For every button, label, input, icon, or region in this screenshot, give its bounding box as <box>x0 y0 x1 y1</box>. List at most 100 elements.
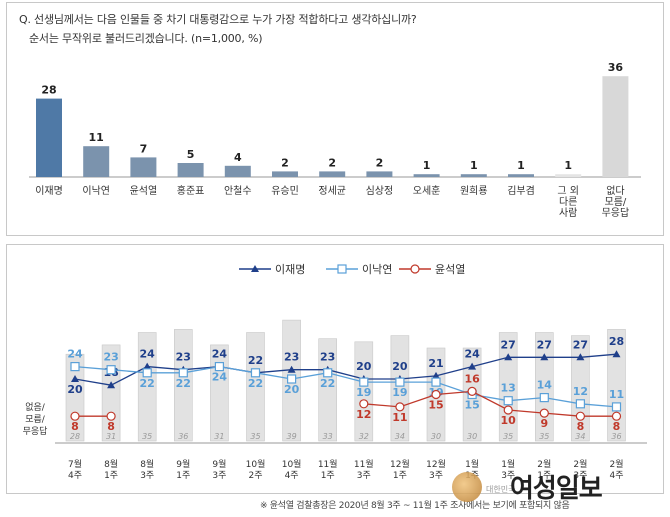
data-label: 22 <box>176 377 191 390</box>
legend-marker <box>251 265 259 272</box>
data-label: 23 <box>320 351 335 364</box>
series-line <box>74 353 617 386</box>
gray-bar-label: 30 <box>467 432 477 441</box>
watermark-logo: 대한민국 여성일보 <box>452 466 652 506</box>
bar <box>36 98 62 177</box>
data-label: 2 <box>328 156 336 169</box>
bar <box>83 146 110 177</box>
series-line <box>363 390 617 417</box>
data-point <box>576 353 585 361</box>
data-point <box>142 368 152 378</box>
gray-bar <box>571 335 590 442</box>
data-point <box>250 368 261 378</box>
category-label: 그 외 다른 사람 <box>557 185 579 219</box>
data-point <box>106 365 116 375</box>
data-point <box>431 377 441 387</box>
data-label: 20 <box>284 383 300 396</box>
data-point <box>432 371 440 379</box>
gray-bar-label: 33 <box>323 432 333 441</box>
bar <box>460 174 487 177</box>
x-tick-label: 2월 3주 <box>573 458 587 481</box>
data-point <box>70 361 80 372</box>
x-tick-label: 10월 2주 <box>246 458 266 481</box>
gray-bar <box>354 341 374 442</box>
x-tick-label: 12월 1주 <box>390 458 410 481</box>
data-label: 8 <box>577 420 585 433</box>
bar <box>272 171 298 177</box>
series-line <box>74 365 617 408</box>
category-label: 이재명 <box>35 185 63 197</box>
x-tick-label: 8월 3주 <box>140 458 154 481</box>
legend-marker <box>337 264 347 274</box>
x-tick-label: 11월 3주 <box>354 458 374 481</box>
category-label: 정세균 <box>318 185 346 197</box>
bar-chart-panel: Q. 선생님께서는 다음 인물들 중 차기 대통령감으로 누가 가장 적합하다고… <box>6 2 664 236</box>
gray-bar-label: 35 <box>539 432 549 441</box>
data-point <box>540 353 549 361</box>
data-point <box>395 377 405 387</box>
x-tick-label: 10월 4주 <box>282 458 302 481</box>
data-label: 10 <box>501 414 517 427</box>
gray-bar-label: 34 <box>575 432 585 441</box>
data-label: 2 <box>376 156 384 169</box>
data-point <box>287 374 297 384</box>
question-subtitle: 순서는 무작위로 불러드리겠습니다. (n=1,000, %) <box>29 32 263 45</box>
data-label: 8 <box>107 420 115 433</box>
x-tick-label: 2월 4주 <box>609 458 623 481</box>
data-label: 11 <box>392 411 407 424</box>
data-label: 13 <box>501 382 516 395</box>
footnote: ※ 윤석열 검찰총장은 2020년 8월 3주 ~ 11월 1주 조사에서는 보… <box>260 501 570 511</box>
data-point <box>611 411 622 421</box>
bar <box>224 165 251 177</box>
data-point <box>575 399 586 409</box>
data-label: 1 <box>423 159 431 172</box>
x-tick-label: 9월 1주 <box>176 458 190 481</box>
x-tick-label: 12월 3주 <box>426 458 446 481</box>
data-point <box>612 350 621 358</box>
data-label: 2 <box>281 156 289 169</box>
gray-bar-label: 31 <box>106 432 116 441</box>
gray-bar-label: 36 <box>611 432 621 441</box>
data-label: 1 <box>517 159 525 172</box>
gray-bar <box>137 332 157 442</box>
data-label: 12 <box>356 408 371 421</box>
data-point <box>70 411 80 421</box>
data-label: 9 <box>540 417 548 430</box>
data-point <box>468 362 477 370</box>
gray-bar <box>65 353 85 442</box>
data-point <box>611 402 622 412</box>
data-point <box>395 402 405 412</box>
data-label: 24 <box>464 348 480 361</box>
legend-marker <box>410 264 420 274</box>
bar <box>602 76 629 177</box>
gray-bar <box>607 329 626 442</box>
data-label: 24 <box>212 348 228 361</box>
data-label: 1 <box>470 159 478 172</box>
bar <box>555 174 582 177</box>
data-point <box>107 381 116 389</box>
bar <box>413 174 440 177</box>
data-label: 19 <box>356 386 371 399</box>
question-text: Q. 선생님께서는 다음 인물들 중 차기 대통령감으로 누가 가장 적합하다고… <box>19 13 417 26</box>
legend-label: 이낙연 <box>362 263 392 276</box>
data-point <box>359 399 369 409</box>
data-label: 23 <box>176 351 191 364</box>
candidate-bar-chart: 28이재명11이낙연7윤석열5홍준표4안철수2유승민2정세균2심상정1오세훈1원… <box>29 61 641 219</box>
bar-series-label: 없음/모름/무응답 <box>23 402 48 437</box>
data-label: 4 <box>234 151 242 164</box>
data-label: 15 <box>428 399 443 412</box>
data-point <box>214 361 224 372</box>
data-label: 24 <box>140 348 156 361</box>
legend-label: 윤석열 <box>435 263 465 276</box>
gray-bar-label: 36 <box>178 432 188 441</box>
data-label: 28 <box>41 84 56 97</box>
data-label: 22 <box>248 354 263 367</box>
gray-bar-label: 35 <box>250 432 260 441</box>
gray-bar-label: 30 <box>431 432 441 441</box>
category-label: 홍준표 <box>177 184 205 197</box>
gray-bar <box>390 335 410 442</box>
data-point <box>503 396 513 406</box>
category-label: 없다 모름/무응답 <box>602 184 630 219</box>
category-label: 윤석열 <box>130 185 158 197</box>
data-label: 24 <box>212 371 228 384</box>
